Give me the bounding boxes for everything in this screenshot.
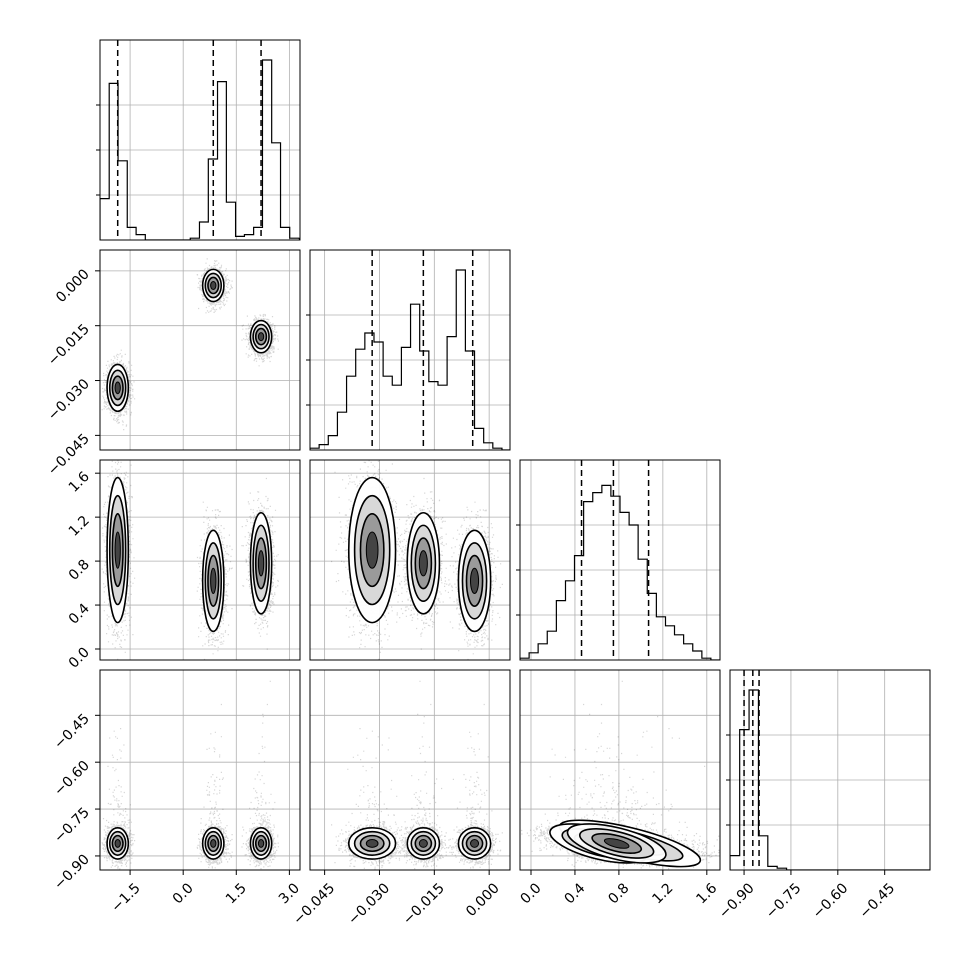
- x-tick-label: −0.030: [345, 880, 393, 928]
- y-tick-label: −0.60: [51, 758, 93, 800]
- contour-2-0-0-3: [114, 531, 121, 569]
- x-axis-1: −0.045 −0.030 −0.015 0.000: [290, 870, 503, 928]
- x-tick-label: −0.90: [716, 880, 758, 922]
- histogram-panel-3: [726, 669, 931, 871]
- x-tick-label: 1.5: [223, 880, 250, 907]
- y-axis-3: −0.90−0.75 −0.60 −0.45: [51, 711, 100, 893]
- panel-frame: [729, 669, 931, 871]
- y-tick-label: 1.2: [66, 513, 93, 540]
- x-tick-label: −0.75: [763, 880, 805, 922]
- scatter-panel-3-2: [519, 669, 721, 871]
- y-tick-label: 1.6: [66, 469, 93, 496]
- x-axis-0: −1.5 0.0 1.5 3.0: [108, 870, 303, 916]
- y-tick-label: −0.015: [45, 321, 93, 369]
- scatter-clip: [101, 460, 279, 660]
- scatter-clip: [101, 258, 279, 431]
- scatter-panel-1-0: [99, 249, 301, 451]
- panel-frame: [519, 669, 721, 871]
- histogram-clip: [310, 250, 510, 450]
- sample-points: [101, 258, 279, 431]
- y-axis-2: 0.0 0.4 0.8 1.2 1.6: [66, 469, 100, 672]
- contour-3-0-1-3: [210, 839, 217, 848]
- contour-1-0-0-3: [114, 381, 121, 395]
- histogram-line-0: [100, 59, 300, 240]
- x-tick-label: −0.45: [857, 880, 899, 922]
- histogram-clip: [100, 40, 300, 240]
- y-tick-label: −0.030: [45, 376, 93, 424]
- scatter-panel-2-0: [99, 459, 301, 661]
- x-tick-label: 0.8: [605, 880, 632, 907]
- y-tick-label: 0.4: [66, 601, 93, 628]
- contour-3-1-0-3: [365, 839, 379, 848]
- x-tick-label: 0.000: [463, 880, 503, 920]
- sample-point-cloud: [101, 258, 279, 431]
- y-tick-label: −0.045: [45, 431, 93, 479]
- x-tick-label: −1.5: [108, 880, 143, 915]
- contour-2-1-1-3: [470, 567, 480, 595]
- histogram-panel-1: [306, 249, 511, 451]
- contour-3-1-2-3: [418, 839, 428, 848]
- histogram-line-2: [520, 484, 720, 660]
- contour-3-0-0-3: [114, 839, 121, 848]
- y-tick-label: −0.45: [51, 711, 93, 753]
- x-tick-label: 0.0: [170, 880, 197, 907]
- scatter-panel-3-1: [309, 669, 511, 871]
- histogram-line-1: [310, 269, 510, 450]
- panel-frame: [99, 459, 301, 661]
- scatter-clip: [331, 460, 503, 660]
- x-axis-2: 0.0 0.4 0.8 1.2 1.6: [518, 870, 720, 907]
- scatter-clip: [331, 680, 503, 870]
- x-tick-label: 1.2: [649, 880, 676, 907]
- histogram-line-3: [730, 689, 930, 870]
- histogram-panel-2: [516, 459, 721, 661]
- histogram-clip: [730, 670, 930, 870]
- x-tick-label: −0.60: [810, 880, 852, 922]
- panel-frame: [309, 669, 511, 871]
- contour-3-0-2-3: [257, 839, 265, 848]
- scatter-clip: [520, 680, 720, 870]
- panel-frame: [99, 39, 301, 241]
- panel-frame: [519, 459, 721, 661]
- contour-1-0-2-3: [257, 332, 265, 342]
- x-axis-3: −0.90 −0.75 −0.60 −0.45: [716, 870, 898, 922]
- y-tick-label: 0.8: [66, 557, 93, 584]
- contour-2-1-0-3: [365, 531, 379, 569]
- contour-2-1-2-3: [418, 550, 428, 577]
- y-tick-label: 0.0: [66, 645, 93, 672]
- scatter-clip: [101, 680, 279, 870]
- panel-frame: [99, 249, 301, 451]
- y-tick-label: 0.000: [53, 266, 93, 306]
- contour-1-0-1-3: [210, 280, 217, 290]
- contour-2-0-2-3: [257, 550, 265, 577]
- panel-frame: [309, 459, 511, 661]
- histogram-panel-0: [96, 39, 301, 241]
- x-tick-label: 3.0: [276, 880, 303, 907]
- y-tick-label: −0.90: [51, 851, 93, 893]
- panel-frame: [99, 669, 301, 871]
- x-tick-label: 0.0: [518, 880, 545, 907]
- scatter-panel-2-1: [309, 459, 511, 661]
- x-tick-label: 0.4: [561, 880, 588, 907]
- y-axis-1: −0.045 −0.030 −0.015 0.000: [45, 266, 100, 479]
- y-tick-label: −0.75: [51, 805, 93, 847]
- contour-3-1-1-3: [470, 839, 480, 848]
- x-tick-label: 1.6: [693, 880, 720, 907]
- x-tick-label: −0.015: [400, 880, 448, 928]
- panel-frame: [309, 249, 511, 451]
- contour-2-0-1-3: [210, 567, 217, 595]
- histogram-clip: [520, 460, 720, 660]
- scatter-panel-3-0: [99, 669, 301, 871]
- contour-3-2-2-3: [603, 838, 630, 849]
